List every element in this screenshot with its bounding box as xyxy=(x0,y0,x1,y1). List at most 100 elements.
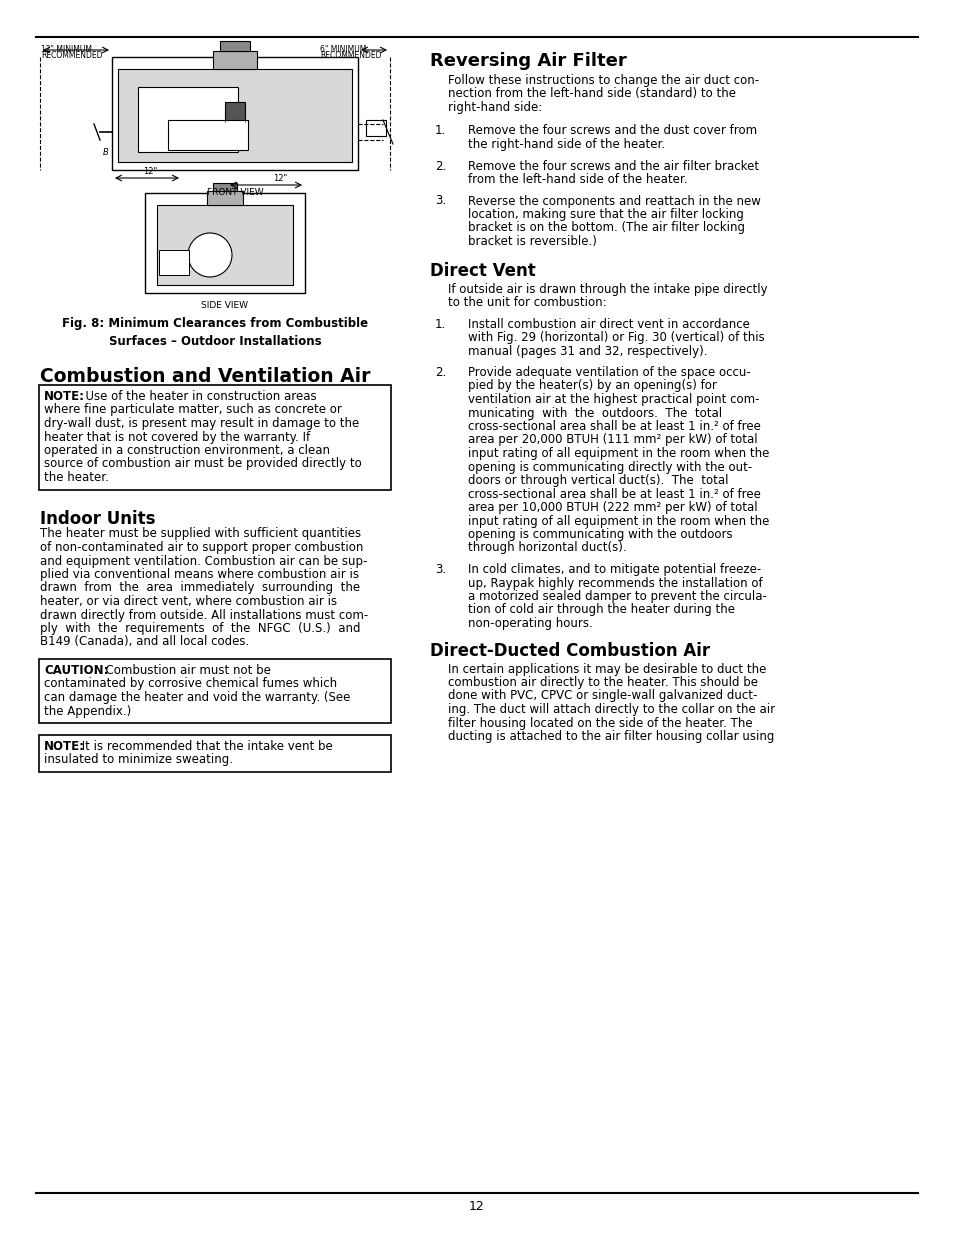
Text: 12": 12" xyxy=(273,174,287,183)
Bar xyxy=(39,735,391,772)
Text: filter housing located on the side of the heater. The: filter housing located on the side of th… xyxy=(448,716,752,730)
Text: opening is communicating with the outdoors: opening is communicating with the outdoo… xyxy=(468,529,732,541)
Text: ing. The duct will attach directly to the collar on the air: ing. The duct will attach directly to th… xyxy=(448,703,774,716)
Text: Reverse the components and reattach in the new: Reverse the components and reattach in t… xyxy=(468,194,760,207)
Text: It is recommended that the intake vent be: It is recommended that the intake vent b… xyxy=(78,740,333,753)
Bar xyxy=(157,205,293,285)
Text: manual (pages 31 and 32, respectively).: manual (pages 31 and 32, respectively). xyxy=(468,345,707,357)
Text: Combustion air must not be: Combustion air must not be xyxy=(98,664,271,677)
Text: insulated to minimize sweating.: insulated to minimize sweating. xyxy=(44,753,233,767)
Text: In cold climates, and to mitigate potential freeze-: In cold climates, and to mitigate potent… xyxy=(468,563,760,576)
Text: operated in a construction environment, a clean: operated in a construction environment, … xyxy=(44,445,330,457)
Text: with Fig. 29 (horizontal) or Fig. 30 (vertical) of this: with Fig. 29 (horizontal) or Fig. 30 (ve… xyxy=(468,331,764,345)
Text: a motorized sealed damper to prevent the circula-: a motorized sealed damper to prevent the… xyxy=(468,590,766,603)
Text: Use of the heater in construction areas: Use of the heater in construction areas xyxy=(78,390,316,403)
Text: 3.: 3. xyxy=(435,563,446,576)
Text: Direct Vent: Direct Vent xyxy=(430,263,536,280)
Text: the heater.: the heater. xyxy=(44,471,109,484)
Text: source of combustion air must be provided directly to: source of combustion air must be provide… xyxy=(44,457,361,471)
Text: cross-sectional area shall be at least 1 in.² of free: cross-sectional area shall be at least 1… xyxy=(468,420,760,433)
Bar xyxy=(225,103,245,122)
Text: heater that is not covered by the warranty. If: heater that is not covered by the warran… xyxy=(44,431,310,443)
Text: 6" MINIMUM: 6" MINIMUM xyxy=(319,44,366,54)
Text: In certain applications it may be desirable to duct the: In certain applications it may be desira… xyxy=(448,662,765,676)
Text: input rating of all equipment in the room when the: input rating of all equipment in the roo… xyxy=(468,515,768,527)
Bar xyxy=(118,69,352,162)
Circle shape xyxy=(188,233,232,277)
Text: tion of cold air through the heater during the: tion of cold air through the heater duri… xyxy=(468,604,734,616)
Text: FRONT VIEW: FRONT VIEW xyxy=(207,188,263,198)
Text: where fine particulate matter, such as concrete or: where fine particulate matter, such as c… xyxy=(44,404,341,416)
Text: Remove the four screws and the dust cover from: Remove the four screws and the dust cove… xyxy=(468,125,757,137)
Bar xyxy=(145,193,305,293)
Text: plied via conventional means where combustion air is: plied via conventional means where combu… xyxy=(40,568,358,580)
Text: Install combustion air direct vent in accordance: Install combustion air direct vent in ac… xyxy=(468,317,749,331)
Text: can damage the heater and void the warranty. (See: can damage the heater and void the warra… xyxy=(44,692,350,704)
Bar xyxy=(366,120,386,136)
Text: ventilation air at the highest practical point com-: ventilation air at the highest practical… xyxy=(468,393,759,406)
Text: Combustion and Ventilation Air: Combustion and Ventilation Air xyxy=(40,367,370,387)
Text: from the left-hand side of the heater.: from the left-hand side of the heater. xyxy=(468,173,687,186)
Text: Follow these instructions to change the air duct con-: Follow these instructions to change the … xyxy=(448,74,759,86)
Bar xyxy=(39,659,391,722)
Text: contaminated by corrosive chemical fumes which: contaminated by corrosive chemical fumes… xyxy=(44,678,336,690)
Bar xyxy=(112,57,357,170)
Text: 12" MINIMUM: 12" MINIMUM xyxy=(41,44,91,54)
Text: Provide adequate ventilation of the space occu-: Provide adequate ventilation of the spac… xyxy=(468,366,750,379)
Text: location, making sure that the air filter locking: location, making sure that the air filte… xyxy=(468,207,743,221)
Bar xyxy=(220,41,250,51)
Text: B: B xyxy=(103,148,109,157)
Text: done with PVC, CPVC or single-wall galvanized duct-: done with PVC, CPVC or single-wall galva… xyxy=(448,689,757,703)
Text: The heater must be supplied with sufficient quantities: The heater must be supplied with suffici… xyxy=(40,527,361,541)
Text: doors or through vertical duct(s).  The  total: doors or through vertical duct(s). The t… xyxy=(468,474,728,487)
Text: combustion air directly to the heater. This should be: combustion air directly to the heater. T… xyxy=(448,676,758,689)
Text: the right-hand side of the heater.: the right-hand side of the heater. xyxy=(468,138,664,151)
Text: up, Raypak highly recommends the installation of: up, Raypak highly recommends the install… xyxy=(468,577,761,589)
Text: Reversing Air Filter: Reversing Air Filter xyxy=(430,52,626,70)
Bar xyxy=(213,51,256,69)
Text: ducting is attached to the air filter housing collar using: ducting is attached to the air filter ho… xyxy=(448,730,774,743)
Bar xyxy=(159,249,189,275)
Text: bracket is on the bottom. (The air filter locking: bracket is on the bottom. (The air filte… xyxy=(468,221,744,235)
Text: area per 20,000 BTUH (111 mm² per kW) of total: area per 20,000 BTUH (111 mm² per kW) of… xyxy=(468,433,757,447)
Text: 12: 12 xyxy=(469,1200,484,1213)
Text: opening is communicating directly with the out-: opening is communicating directly with t… xyxy=(468,461,752,473)
Text: to the unit for combustion:: to the unit for combustion: xyxy=(448,296,606,309)
Text: cross-sectional area shall be at least 1 in.² of free: cross-sectional area shall be at least 1… xyxy=(468,488,760,500)
Bar xyxy=(39,385,391,489)
Text: RECOMMENDED: RECOMMENDED xyxy=(319,51,381,61)
Text: 1.: 1. xyxy=(435,317,446,331)
Text: NOTE:: NOTE: xyxy=(44,390,85,403)
Text: Indoor Units: Indoor Units xyxy=(40,510,155,527)
Text: Direct-Ducted Combustion Air: Direct-Ducted Combustion Air xyxy=(430,642,709,661)
Text: 12": 12" xyxy=(143,167,157,177)
Text: right-hand side:: right-hand side: xyxy=(448,101,541,114)
Bar xyxy=(213,183,236,191)
Text: drawn directly from outside. All installations must com-: drawn directly from outside. All install… xyxy=(40,609,368,621)
Text: Remove the four screws and the air filter bracket: Remove the four screws and the air filte… xyxy=(468,159,759,173)
Text: through horizontal duct(s).: through horizontal duct(s). xyxy=(468,541,626,555)
Text: ply  with  the  requirements  of  the  NFGC  (U.S.)  and: ply with the requirements of the NFGC (U… xyxy=(40,622,360,635)
Text: 3.: 3. xyxy=(435,194,446,207)
Text: nection from the left-hand side (standard) to the: nection from the left-hand side (standar… xyxy=(448,88,735,100)
Bar xyxy=(138,86,237,152)
Text: CAUTION:: CAUTION: xyxy=(44,664,109,677)
Text: drawn  from  the  area  immediately  surrounding  the: drawn from the area immediately surround… xyxy=(40,582,359,594)
Text: of non-contaminated air to support proper combustion: of non-contaminated air to support prope… xyxy=(40,541,363,555)
Text: RECOMMENDED: RECOMMENDED xyxy=(41,51,102,61)
Text: municating  with  the  outdoors.  The  total: municating with the outdoors. The total xyxy=(468,406,721,420)
Text: 1.: 1. xyxy=(435,125,446,137)
Text: Fig. 8: Minimum Clearances from Combustible
Surfaces – Outdoor Installations: Fig. 8: Minimum Clearances from Combusti… xyxy=(62,317,368,348)
Text: non-operating hours.: non-operating hours. xyxy=(468,618,592,630)
Bar xyxy=(168,120,248,149)
Text: area per 10,000 BTUH (222 mm² per kW) of total: area per 10,000 BTUH (222 mm² per kW) of… xyxy=(468,501,757,514)
Text: bracket is reversible.): bracket is reversible.) xyxy=(468,235,597,248)
Text: pied by the heater(s) by an opening(s) for: pied by the heater(s) by an opening(s) f… xyxy=(468,379,716,393)
Text: 2.: 2. xyxy=(435,159,446,173)
Bar xyxy=(207,191,243,205)
Text: If outside air is drawn through the intake pipe directly: If outside air is drawn through the inta… xyxy=(448,283,767,295)
Text: 2.: 2. xyxy=(435,366,446,379)
Text: the Appendix.): the Appendix.) xyxy=(44,704,132,718)
Text: heater, or via direct vent, where combustion air is: heater, or via direct vent, where combus… xyxy=(40,595,336,608)
Text: SIDE VIEW: SIDE VIEW xyxy=(201,301,248,310)
